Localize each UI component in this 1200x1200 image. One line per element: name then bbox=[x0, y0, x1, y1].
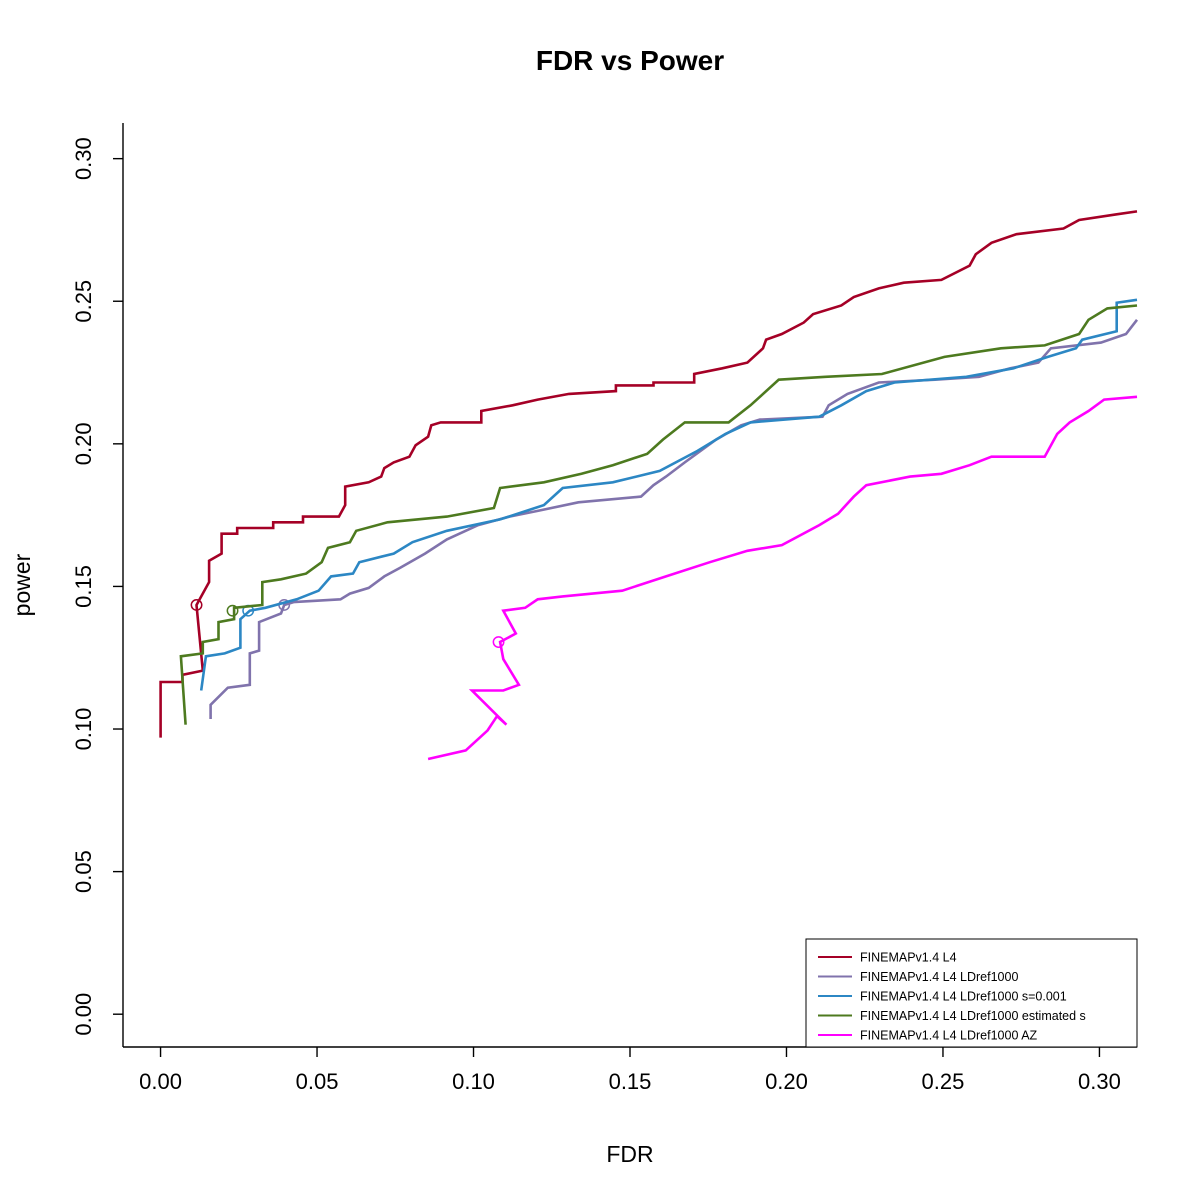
series-line bbox=[199, 298, 1138, 691]
series-line bbox=[209, 319, 1139, 719]
y-tick-label: 0.05 bbox=[71, 850, 96, 893]
x-tick-label: 0.30 bbox=[1078, 1069, 1121, 1094]
legend-label: FINEMAPv1.4 L4 LDref1000 s=0.001 bbox=[860, 990, 1067, 1004]
chart-title: FDR vs Power bbox=[536, 45, 724, 76]
legend-box bbox=[805, 938, 1138, 1048]
series-marker bbox=[492, 636, 505, 648]
plot-area bbox=[122, 123, 1137, 1048]
legend-label: FINEMAPv1.4 L4 bbox=[860, 951, 957, 965]
y-tick-label: 0.00 bbox=[71, 993, 96, 1036]
x-tick-label: 0.25 bbox=[922, 1069, 965, 1094]
x-tick-label: 0.20 bbox=[765, 1069, 808, 1094]
legend-label: FINEMAPv1.4 L4 LDref1000 estimated s bbox=[860, 1009, 1086, 1023]
x-tick-label: 0.05 bbox=[296, 1069, 339, 1094]
y-axis-label: power bbox=[9, 553, 35, 616]
series-line bbox=[159, 210, 1138, 738]
x-tick-label: 0.00 bbox=[139, 1069, 182, 1094]
x-axis-label: FDR bbox=[606, 1141, 653, 1167]
legend-label: FINEMAPv1.4 L4 LDref1000 bbox=[860, 970, 1018, 984]
legend-label: FINEMAPv1.4 L4 LDref1000 AZ bbox=[860, 1029, 1038, 1043]
y-tick-label: 0.25 bbox=[71, 280, 96, 323]
series-3 bbox=[199, 298, 1138, 691]
x-tick-label: 0.15 bbox=[609, 1069, 652, 1094]
series-2 bbox=[209, 319, 1139, 719]
y-tick-label: 0.30 bbox=[71, 137, 96, 180]
x-axis: 0.00 0.05 0.10 0.15 0.20 0.25 0.30 bbox=[139, 1047, 1121, 1094]
series-line bbox=[427, 395, 1138, 761]
series-marker bbox=[226, 604, 239, 617]
legend: FINEMAPv1.4 L4 FINEMAPv1.4 L4 LDref1000 FI… bbox=[805, 938, 1138, 1048]
y-tick-label: 0.10 bbox=[71, 708, 96, 751]
series-line bbox=[179, 304, 1138, 725]
y-tick-label: 0.20 bbox=[71, 422, 96, 465]
series-4 bbox=[179, 304, 1138, 725]
y-axis: 0.00 0.05 0.10 0.15 0.20 0.25 0.30 bbox=[71, 137, 123, 1036]
y-tick-label: 0.15 bbox=[71, 565, 96, 608]
series-layer bbox=[159, 210, 1139, 761]
series-marker bbox=[190, 599, 203, 611]
series-1 bbox=[159, 210, 1138, 738]
x-tick-label: 0.10 bbox=[452, 1069, 495, 1094]
series-5 bbox=[427, 395, 1138, 761]
